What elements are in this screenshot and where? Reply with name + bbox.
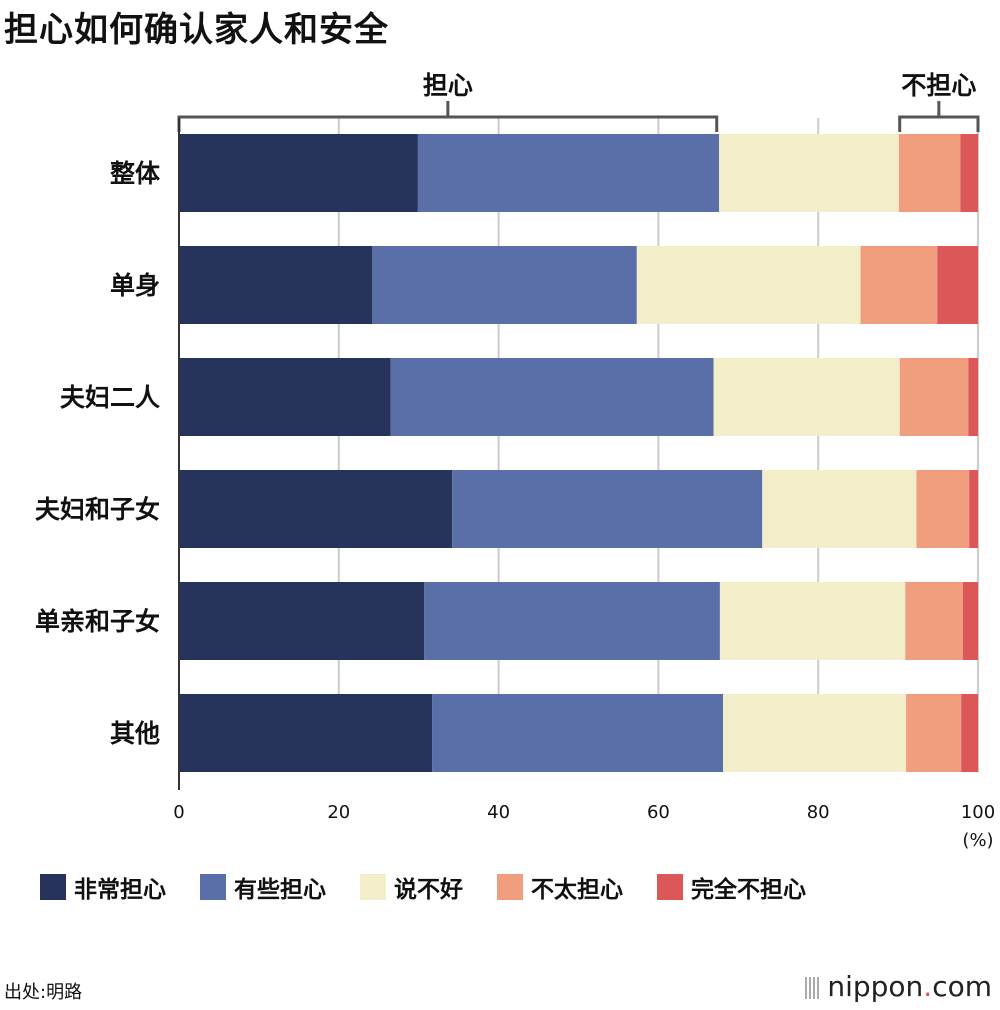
no-worry-bracket bbox=[898, 115, 980, 132]
bar-segment bbox=[762, 470, 917, 548]
bar-segment bbox=[179, 470, 453, 548]
bar-segment bbox=[723, 694, 907, 772]
bar-segment bbox=[860, 246, 938, 324]
category-label: 其他 bbox=[110, 719, 160, 748]
bar-segment bbox=[968, 358, 978, 436]
worry-bracket bbox=[177, 115, 719, 132]
x-tick-label: 40 bbox=[487, 802, 510, 823]
bar-segment bbox=[916, 470, 970, 548]
bar-segment bbox=[636, 246, 861, 324]
category-label: 整体 bbox=[110, 159, 161, 188]
legend: 非常担心 有些担心 说不好 不太担心 完全不担心 bbox=[40, 870, 840, 904]
no-worry-bracket-label: 不担心 bbox=[901, 71, 976, 100]
legend-swatch bbox=[360, 874, 386, 900]
nippon-logo: nippon.com bbox=[805, 970, 992, 1003]
bar-segment bbox=[179, 358, 391, 436]
legend-label: 说不好 bbox=[394, 877, 463, 903]
bar-segment bbox=[719, 134, 899, 212]
brand-suffix: com bbox=[932, 970, 992, 1003]
bar-segment bbox=[898, 134, 961, 212]
bar-segment bbox=[713, 358, 900, 436]
category-label: 夫妇和子女 bbox=[35, 495, 160, 524]
brand-name: nippon bbox=[827, 970, 924, 1003]
bar-segment bbox=[417, 134, 720, 212]
legend-swatch bbox=[40, 874, 66, 900]
bar-segment bbox=[179, 582, 425, 660]
legend-item: 说不好 bbox=[360, 870, 463, 904]
bar-segment bbox=[899, 358, 969, 436]
x-tick-label: 60 bbox=[647, 802, 670, 823]
bar-segment bbox=[424, 582, 720, 660]
x-tick-label: 80 bbox=[807, 802, 830, 823]
source-note: 出处:明路 bbox=[4, 982, 83, 1003]
bar-segment bbox=[969, 470, 978, 548]
bar-segment bbox=[937, 246, 978, 324]
bar-segment bbox=[179, 246, 373, 324]
bar-segment bbox=[905, 582, 963, 660]
legend-swatch bbox=[200, 874, 226, 900]
legend-label: 不太担心 bbox=[531, 877, 623, 903]
legend-swatch bbox=[657, 874, 683, 900]
bar-segment bbox=[906, 694, 962, 772]
category-label: 单身 bbox=[110, 271, 160, 300]
x-tick-label: 100 bbox=[961, 802, 995, 823]
legend-label: 非常担心 bbox=[74, 877, 166, 903]
legend-item: 不太担心 bbox=[497, 870, 623, 904]
legend-swatch bbox=[497, 874, 523, 900]
bar-segment bbox=[961, 694, 978, 772]
bar-segment bbox=[390, 358, 714, 436]
logo-mark-icon bbox=[805, 970, 821, 1003]
bar-segment bbox=[962, 582, 978, 660]
bar-segment bbox=[719, 582, 906, 660]
bar-segment bbox=[432, 694, 724, 772]
legend-label: 有些担心 bbox=[234, 877, 326, 903]
legend-label: 完全不担心 bbox=[691, 877, 806, 903]
worry-bracket-label: 担心 bbox=[423, 71, 473, 100]
legend-item: 非常担心 bbox=[40, 870, 166, 904]
category-label: 单亲和子女 bbox=[35, 607, 160, 636]
unit-label: (%) bbox=[962, 830, 993, 851]
bar-segment bbox=[179, 134, 418, 212]
legend-item: 有些担心 bbox=[200, 870, 326, 904]
bar-segment bbox=[179, 694, 433, 772]
brand-dot: . bbox=[923, 970, 933, 1003]
legend-item: 完全不担心 bbox=[657, 870, 806, 904]
chart-title: 担心如何确认家人和安全 bbox=[4, 10, 389, 50]
category-label: 夫妇二人 bbox=[60, 383, 160, 412]
x-tick-label: 20 bbox=[327, 802, 350, 823]
bar-segment bbox=[960, 134, 978, 212]
x-tick-label: 0 bbox=[173, 802, 184, 823]
bar-segment bbox=[452, 470, 763, 548]
bar-segment bbox=[372, 246, 637, 324]
